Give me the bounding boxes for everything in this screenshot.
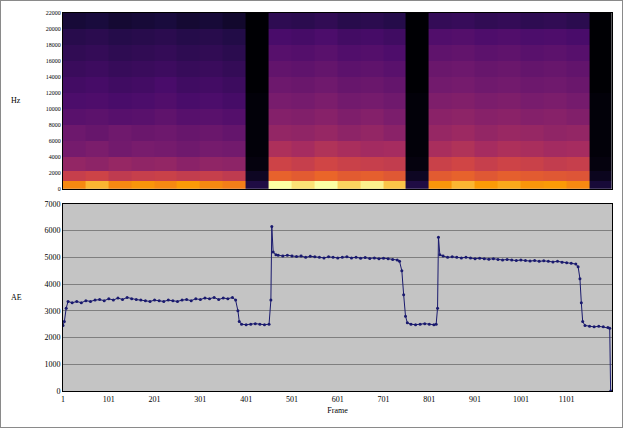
svg-text:3000: 3000 bbox=[44, 307, 60, 316]
svg-text:18000: 18000 bbox=[46, 42, 61, 48]
svg-text:901: 901 bbox=[469, 395, 481, 404]
svg-text:1101: 1101 bbox=[559, 395, 575, 404]
svg-text:501: 501 bbox=[286, 395, 298, 404]
svg-text:0: 0 bbox=[56, 387, 60, 396]
svg-text:5000: 5000 bbox=[44, 253, 60, 262]
svg-text:7000: 7000 bbox=[44, 200, 60, 209]
svg-text:8000: 8000 bbox=[49, 122, 61, 128]
svg-text:20000: 20000 bbox=[46, 26, 61, 32]
svg-text:6000: 6000 bbox=[44, 226, 60, 235]
svg-text:Hz: Hz bbox=[11, 96, 21, 105]
svg-text:AE: AE bbox=[11, 293, 22, 302]
svg-text:301: 301 bbox=[194, 395, 206, 404]
svg-text:2000: 2000 bbox=[49, 170, 61, 176]
svg-text:4000: 4000 bbox=[44, 280, 60, 289]
svg-text:4000: 4000 bbox=[49, 154, 61, 160]
svg-text:1000: 1000 bbox=[44, 360, 60, 369]
svg-text:22000: 22000 bbox=[46, 10, 61, 16]
svg-text:0: 0 bbox=[58, 186, 61, 192]
svg-text:6000: 6000 bbox=[49, 138, 61, 144]
svg-text:12000: 12000 bbox=[46, 90, 61, 96]
svg-text:1001: 1001 bbox=[513, 395, 529, 404]
svg-text:701: 701 bbox=[378, 395, 390, 404]
svg-text:601: 601 bbox=[332, 395, 344, 404]
svg-text:10000: 10000 bbox=[46, 106, 61, 112]
svg-text:2000: 2000 bbox=[44, 333, 60, 342]
svg-text:801: 801 bbox=[423, 395, 435, 404]
svg-text:401: 401 bbox=[240, 395, 252, 404]
svg-text:16000: 16000 bbox=[46, 58, 61, 64]
svg-text:1: 1 bbox=[61, 395, 65, 404]
svg-text:101: 101 bbox=[103, 395, 115, 404]
svg-text:14000: 14000 bbox=[46, 74, 61, 80]
svg-text:Frame: Frame bbox=[327, 406, 348, 415]
svg-text:201: 201 bbox=[149, 395, 161, 404]
